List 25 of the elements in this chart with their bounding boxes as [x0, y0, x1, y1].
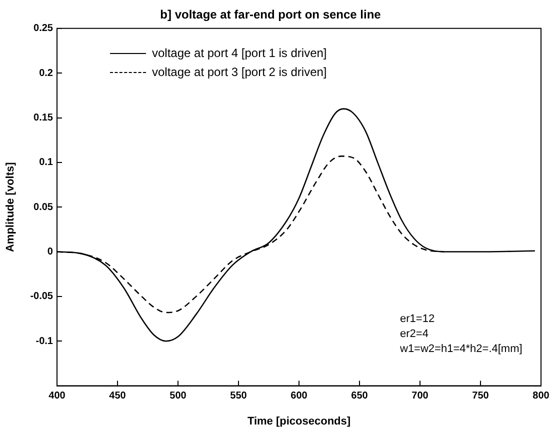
y-tick-label: 0 — [47, 246, 54, 258]
y-tick-label: 0.15 — [34, 112, 54, 124]
y-tick-label: 0.25 — [34, 23, 54, 34]
x-tick-label: 400 — [48, 390, 66, 402]
annotation: w1=w2=h1=4*h2=.4[mm] — [400, 342, 522, 357]
y-tick-label: -0.1 — [36, 336, 54, 347]
x-axis-title: Time [picoseconds] — [247, 415, 351, 428]
x-tick-label: 700 — [412, 390, 429, 402]
y-axis-title: Amplitude [volts] — [4, 162, 17, 252]
chart-title: b] voltage at far-end port on sence line — [160, 8, 382, 22]
x-tick-label: 650 — [351, 390, 368, 402]
y-tick-label: 0.1 — [39, 157, 54, 168]
x-tick-label: 800 — [532, 390, 550, 402]
annotation: er2=4 — [400, 327, 430, 342]
y-tick-label: 0.2 — [39, 68, 54, 79]
x-tick-label: 500 — [170, 390, 187, 402]
legend-label: voltage at port 4 [port 1 is driven] — [152, 45, 327, 62]
y-tick-label: -0.05 — [30, 291, 54, 302]
annotation: er1=12 — [400, 312, 436, 327]
y-tick-label: 0.05 — [34, 202, 54, 213]
legend-label: voltage at port 3 [port 2 is driven] — [152, 64, 327, 81]
x-tick-label: 600 — [290, 390, 308, 402]
x-tick-label: 750 — [472, 390, 490, 402]
x-tick-label: 450 — [109, 390, 126, 402]
x-tick-label: 550 — [230, 390, 248, 402]
